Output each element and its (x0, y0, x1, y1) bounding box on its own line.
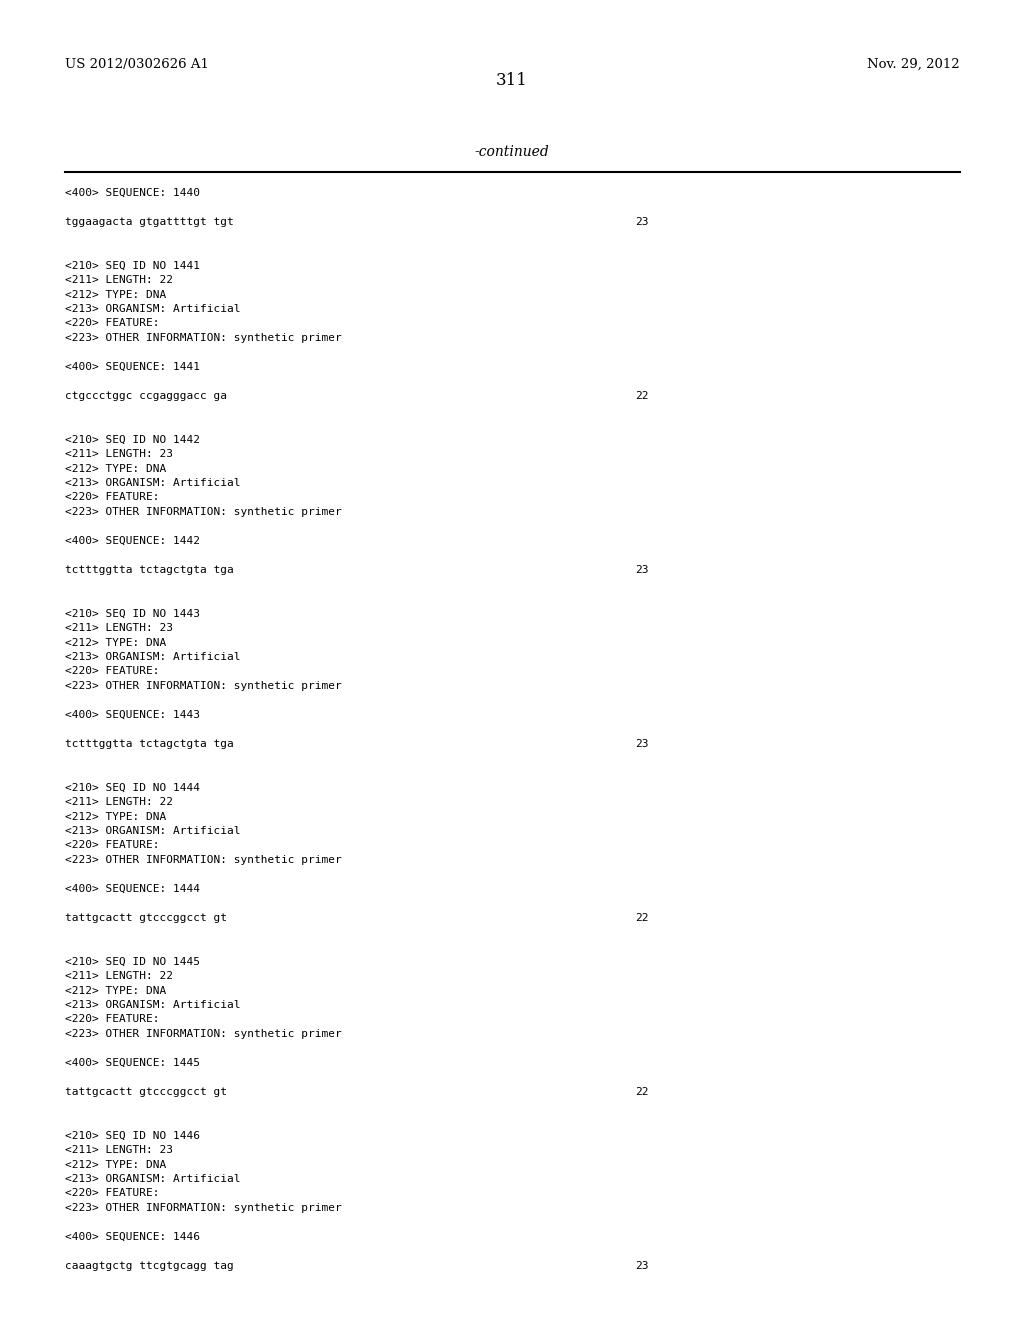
Text: 311: 311 (496, 73, 528, 88)
Text: <400> SEQUENCE: 1445: <400> SEQUENCE: 1445 (65, 1059, 200, 1068)
Text: <400> SEQUENCE: 1443: <400> SEQUENCE: 1443 (65, 710, 200, 719)
Text: <220> FEATURE:: <220> FEATURE: (65, 841, 160, 850)
Text: <210> SEQ ID NO 1445: <210> SEQ ID NO 1445 (65, 957, 200, 966)
Text: tattgcactt gtcccggcct gt: tattgcactt gtcccggcct gt (65, 913, 227, 923)
Text: tggaagacta gtgattttgt tgt: tggaagacta gtgattttgt tgt (65, 216, 233, 227)
Text: <213> ORGANISM: Artificial: <213> ORGANISM: Artificial (65, 1001, 241, 1010)
Text: <213> ORGANISM: Artificial: <213> ORGANISM: Artificial (65, 304, 241, 314)
Text: <211> LENGTH: 23: <211> LENGTH: 23 (65, 1144, 173, 1155)
Text: <220> FEATURE:: <220> FEATURE: (65, 492, 160, 503)
Text: <210> SEQ ID NO 1444: <210> SEQ ID NO 1444 (65, 783, 200, 792)
Text: <223> OTHER INFORMATION: synthetic primer: <223> OTHER INFORMATION: synthetic prime… (65, 507, 342, 517)
Text: 23: 23 (635, 216, 648, 227)
Text: <211> LENGTH: 22: <211> LENGTH: 22 (65, 275, 173, 285)
Text: 23: 23 (635, 565, 648, 576)
Text: <212> TYPE: DNA: <212> TYPE: DNA (65, 463, 166, 474)
Text: <210> SEQ ID NO 1446: <210> SEQ ID NO 1446 (65, 1130, 200, 1140)
Text: <212> TYPE: DNA: <212> TYPE: DNA (65, 1159, 166, 1170)
Text: <213> ORGANISM: Artificial: <213> ORGANISM: Artificial (65, 826, 241, 836)
Text: <400> SEQUENCE: 1444: <400> SEQUENCE: 1444 (65, 884, 200, 894)
Text: tctttggtta tctagctgta tga: tctttggtta tctagctgta tga (65, 739, 233, 748)
Text: <211> LENGTH: 22: <211> LENGTH: 22 (65, 797, 173, 807)
Text: <220> FEATURE:: <220> FEATURE: (65, 667, 160, 676)
Text: <220> FEATURE:: <220> FEATURE: (65, 318, 160, 329)
Text: <223> OTHER INFORMATION: synthetic primer: <223> OTHER INFORMATION: synthetic prime… (65, 855, 342, 865)
Text: <212> TYPE: DNA: <212> TYPE: DNA (65, 289, 166, 300)
Text: <223> OTHER INFORMATION: synthetic primer: <223> OTHER INFORMATION: synthetic prime… (65, 333, 342, 343)
Text: <213> ORGANISM: Artificial: <213> ORGANISM: Artificial (65, 478, 241, 488)
Text: Nov. 29, 2012: Nov. 29, 2012 (867, 58, 961, 71)
Text: <213> ORGANISM: Artificial: <213> ORGANISM: Artificial (65, 652, 241, 663)
Text: caaagtgctg ttcgtgcagg tag: caaagtgctg ttcgtgcagg tag (65, 1261, 233, 1271)
Text: <211> LENGTH: 23: <211> LENGTH: 23 (65, 449, 173, 459)
Text: US 2012/0302626 A1: US 2012/0302626 A1 (65, 58, 209, 71)
Text: <212> TYPE: DNA: <212> TYPE: DNA (65, 638, 166, 648)
Text: <400> SEQUENCE: 1441: <400> SEQUENCE: 1441 (65, 362, 200, 372)
Text: <220> FEATURE:: <220> FEATURE: (65, 1188, 160, 1199)
Text: <400> SEQUENCE: 1440: <400> SEQUENCE: 1440 (65, 187, 200, 198)
Text: <220> FEATURE:: <220> FEATURE: (65, 1015, 160, 1024)
Text: <210> SEQ ID NO 1441: <210> SEQ ID NO 1441 (65, 260, 200, 271)
Text: <212> TYPE: DNA: <212> TYPE: DNA (65, 986, 166, 995)
Text: <213> ORGANISM: Artificial: <213> ORGANISM: Artificial (65, 1173, 241, 1184)
Text: tattgcactt gtcccggcct gt: tattgcactt gtcccggcct gt (65, 1086, 227, 1097)
Text: <212> TYPE: DNA: <212> TYPE: DNA (65, 812, 166, 821)
Text: <223> OTHER INFORMATION: synthetic primer: <223> OTHER INFORMATION: synthetic prime… (65, 681, 342, 690)
Text: ctgccctggc ccgagggacc ga: ctgccctggc ccgagggacc ga (65, 391, 227, 401)
Text: <211> LENGTH: 23: <211> LENGTH: 23 (65, 623, 173, 634)
Text: <400> SEQUENCE: 1446: <400> SEQUENCE: 1446 (65, 1232, 200, 1242)
Text: 22: 22 (635, 391, 648, 401)
Text: <210> SEQ ID NO 1443: <210> SEQ ID NO 1443 (65, 609, 200, 619)
Text: <400> SEQUENCE: 1442: <400> SEQUENCE: 1442 (65, 536, 200, 546)
Text: <223> OTHER INFORMATION: synthetic primer: <223> OTHER INFORMATION: synthetic prime… (65, 1030, 342, 1039)
Text: 22: 22 (635, 913, 648, 923)
Text: <211> LENGTH: 22: <211> LENGTH: 22 (65, 972, 173, 981)
Text: 22: 22 (635, 1086, 648, 1097)
Text: tctttggtta tctagctgta tga: tctttggtta tctagctgta tga (65, 565, 233, 576)
Text: <223> OTHER INFORMATION: synthetic primer: <223> OTHER INFORMATION: synthetic prime… (65, 1203, 342, 1213)
Text: 23: 23 (635, 1261, 648, 1271)
Text: <210> SEQ ID NO 1442: <210> SEQ ID NO 1442 (65, 434, 200, 445)
Text: -continued: -continued (475, 145, 549, 158)
Text: 23: 23 (635, 739, 648, 748)
